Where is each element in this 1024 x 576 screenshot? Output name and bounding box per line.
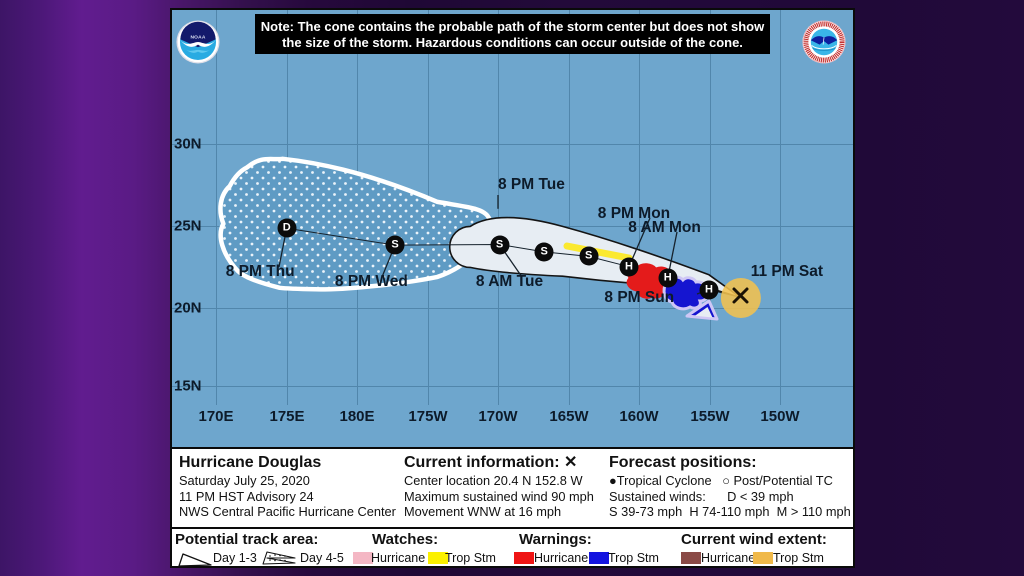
svg-text:NOAA: NOAA <box>190 34 205 40</box>
